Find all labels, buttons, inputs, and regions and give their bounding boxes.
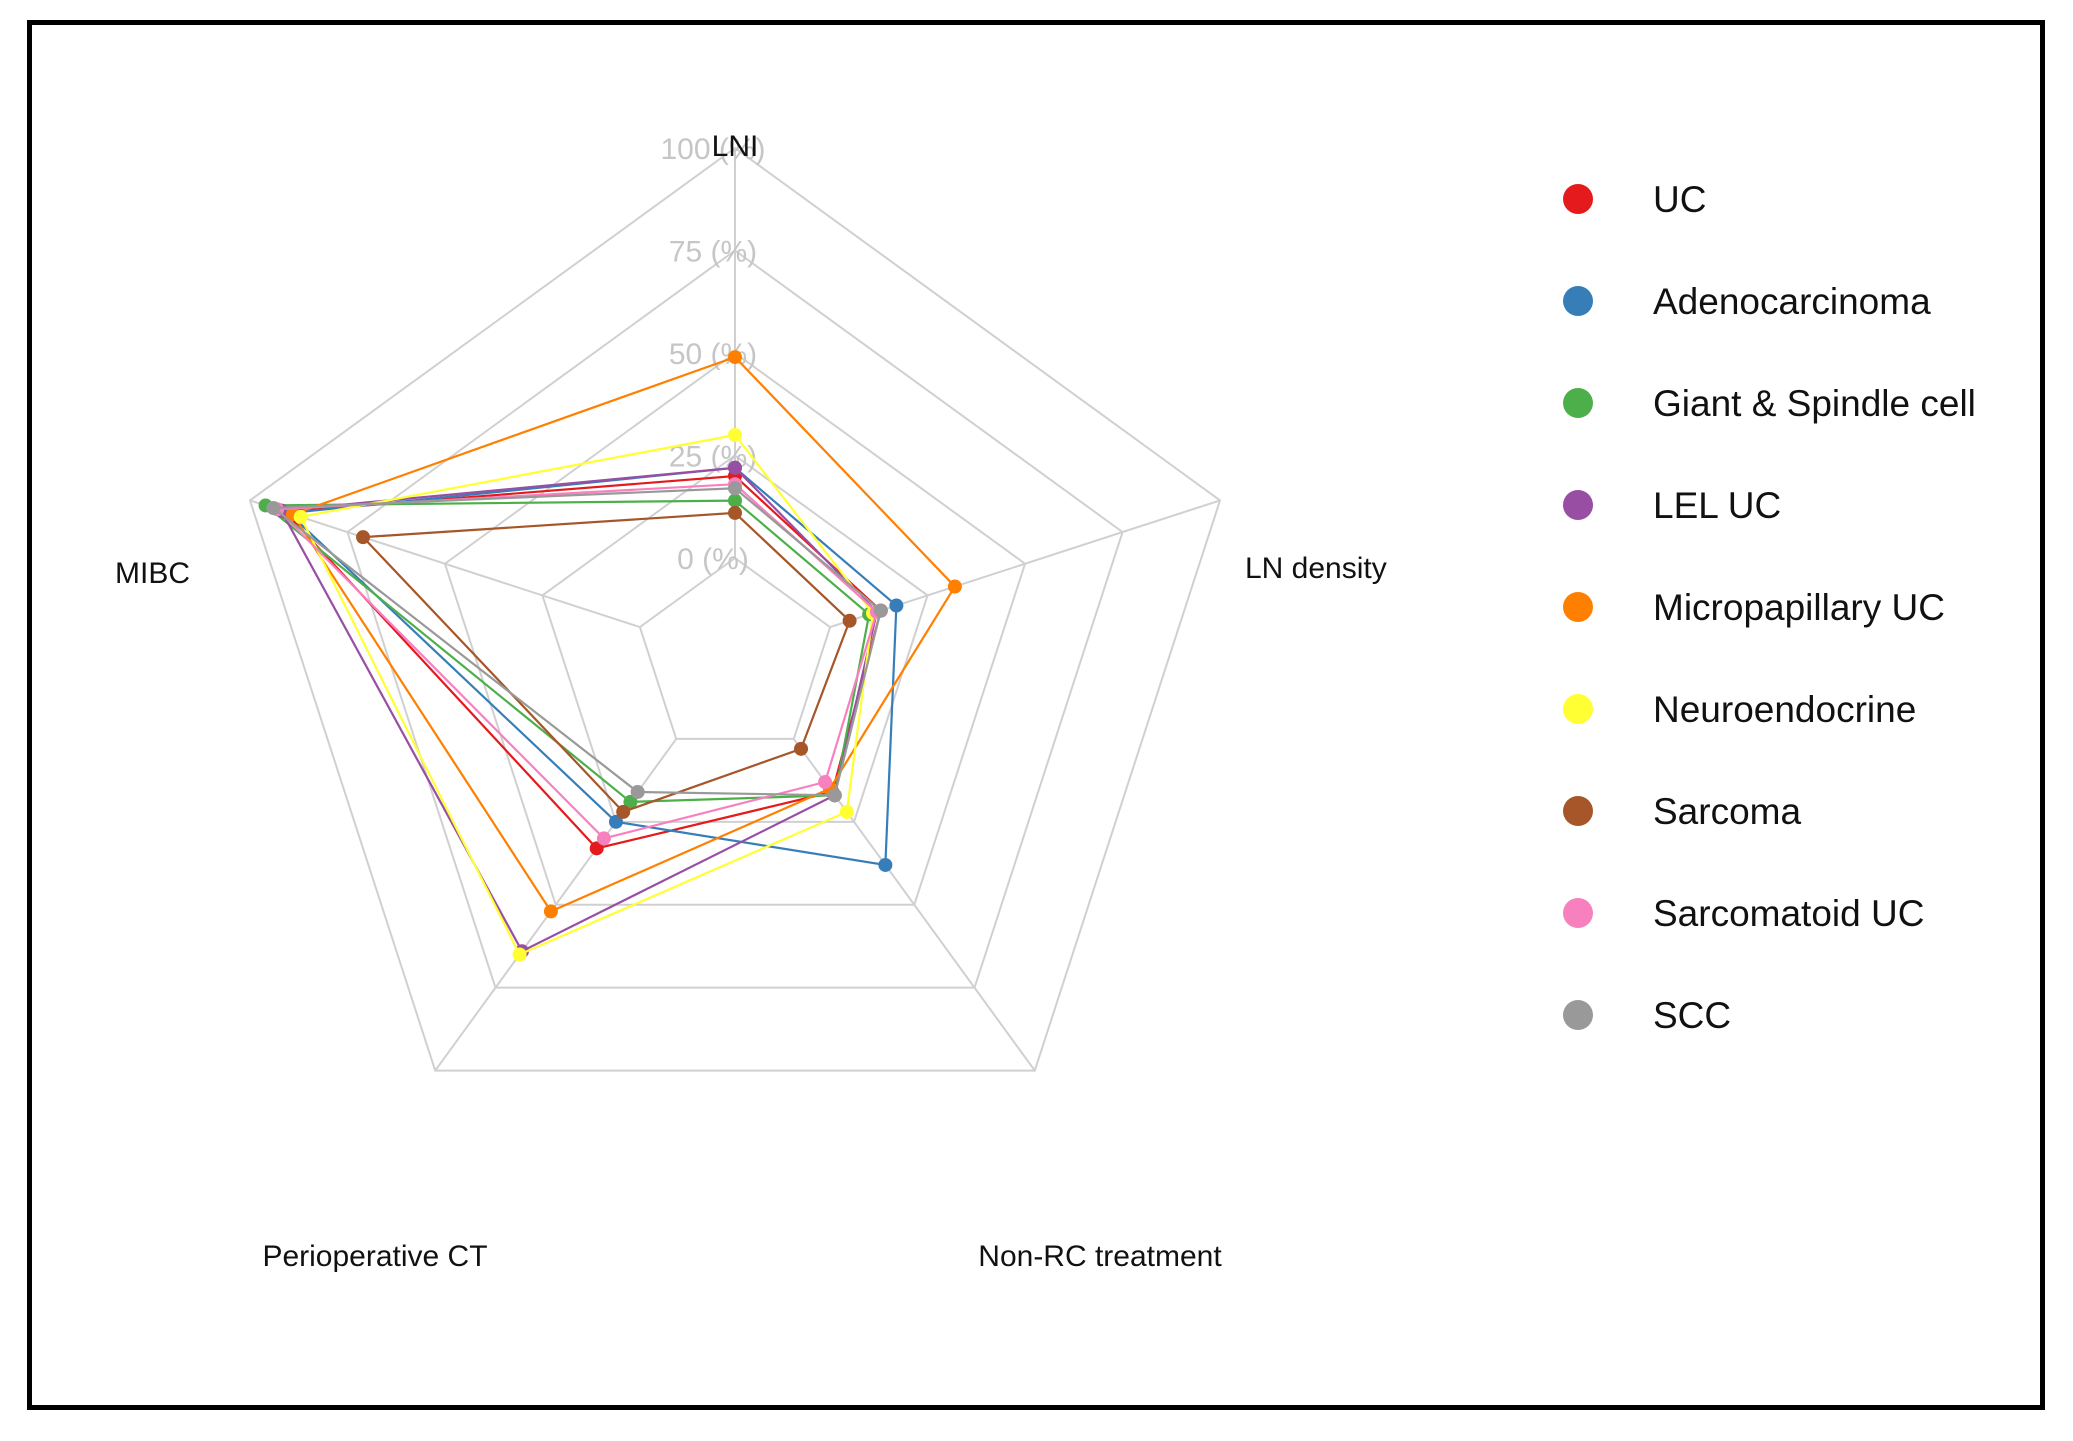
legend-item: Sarcomatoid UC: [1563, 893, 1924, 934]
legend-marker: [1563, 1000, 1593, 1030]
series-4: [285, 350, 962, 919]
legend-marker: [1563, 694, 1593, 724]
series-point: [512, 947, 527, 962]
series-point: [889, 598, 904, 613]
series-line: [270, 487, 883, 797]
legend-marker: [1563, 898, 1593, 928]
legend-marker: [1563, 388, 1593, 418]
series-line: [360, 511, 851, 814]
series-point: [543, 904, 558, 919]
series-6: [356, 505, 857, 819]
radar-axis-labels: LNI LN density Non-RC treatment Perioperati…: [115, 130, 1387, 1273]
series-point: [616, 804, 631, 819]
radar-series-group: [258, 350, 962, 962]
series-point: [728, 493, 742, 508]
series-point: [878, 857, 893, 872]
legend-marker: [1563, 796, 1593, 826]
grid-ring: [346, 249, 1124, 989]
legend-marker: [1563, 184, 1593, 214]
legend-item: Sarcoma: [1563, 791, 1801, 832]
series-point: [839, 804, 854, 819]
legend-item: UC: [1563, 179, 1706, 220]
legend-item: Neuroendocrine: [1563, 689, 1916, 730]
grid-ring: [638, 556, 832, 740]
series-point: [623, 794, 638, 809]
series-point: [827, 788, 842, 803]
axis-label: LNI: [712, 130, 759, 163]
legend-label: Giant & Spindle cell: [1653, 383, 1976, 424]
series-line: [291, 355, 957, 913]
axis-label: Perioperative CT: [262, 1240, 487, 1273]
legend-label: Sarcomatoid UC: [1653, 893, 1924, 934]
radar-grid: [248, 146, 1222, 1072]
legend-marker: [1563, 592, 1593, 622]
legend: UC Adenocarcinoma Giant & Spindle cell LEL …: [1563, 179, 1976, 1036]
series-point: [596, 831, 611, 846]
series-point: [873, 603, 888, 618]
legend-marker: [1563, 490, 1593, 520]
tick-label: 0 (%): [677, 543, 749, 576]
legend-label: Micropapillary UC: [1653, 587, 1945, 628]
legend-label: LEL UC: [1653, 485, 1781, 526]
series-point: [608, 814, 623, 829]
legend-item: Micropapillary UC: [1563, 587, 1945, 628]
legend-label: Neuroendocrine: [1653, 689, 1916, 730]
series-point: [728, 481, 742, 496]
axis-label: LN density: [1245, 552, 1387, 585]
series-point: [947, 579, 962, 594]
grid-ring: [248, 146, 1222, 1072]
grid-spoke: [249, 499, 641, 629]
series-8: [266, 481, 888, 803]
series-point: [356, 530, 371, 545]
legend-item: Giant & Spindle cell: [1563, 383, 1976, 424]
radar-tick-labels: 0 (%)25 (%)50 (%)75 (%)100 (%): [660, 133, 765, 576]
series-point: [728, 460, 742, 475]
grid-ring: [541, 454, 929, 823]
legend-label: SCC: [1653, 995, 1731, 1036]
legend-label: Adenocarcinoma: [1653, 281, 1931, 322]
series-point: [728, 505, 742, 520]
axis-label: MIBC: [115, 557, 190, 590]
series-point: [728, 350, 742, 365]
legend-label: Sarcoma: [1653, 791, 1801, 832]
tick-label: 100 (%): [660, 133, 765, 166]
legend-label: UC: [1653, 179, 1706, 220]
series-point: [818, 775, 833, 790]
legend-item: LEL UC: [1563, 485, 1781, 526]
series-point: [293, 509, 308, 524]
series-point: [728, 428, 742, 442]
legend-item: SCC: [1563, 995, 1731, 1036]
legend-item: Adenocarcinoma: [1563, 281, 1931, 322]
legend-marker: [1563, 286, 1593, 316]
series-point: [630, 784, 645, 799]
series-point: [589, 841, 604, 856]
tick-label: 75 (%): [669, 236, 757, 269]
series-point: [794, 741, 809, 756]
series-point: [266, 501, 281, 516]
series-point: [842, 613, 857, 628]
axis-label: Non-RC treatment: [978, 1240, 1222, 1273]
grid-spoke: [829, 499, 1221, 629]
chart-frame: [27, 20, 2045, 1410]
